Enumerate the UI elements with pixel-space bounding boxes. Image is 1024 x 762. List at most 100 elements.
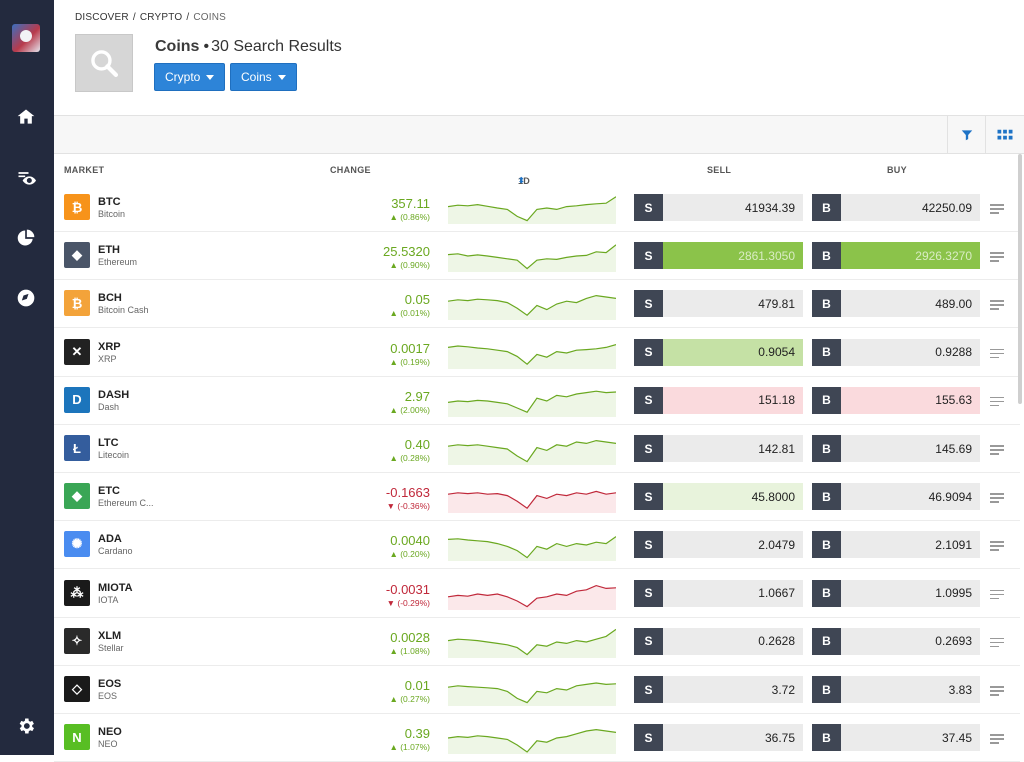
sell-button[interactable]: S: [634, 676, 663, 703]
table-row[interactable]: ✺ ADA Cardano 0.0040 ▲ (0.20%) S 2.0479 …: [54, 521, 1020, 570]
table-row[interactable]: ⁂ MIOTA IOTA -0.0031 ▼ (-0.29%) S 1.0667…: [54, 570, 1020, 618]
row-options-icon[interactable]: [990, 300, 1008, 312]
col-change[interactable]: CHANGE: [330, 165, 371, 175]
buy-button[interactable]: B: [812, 386, 841, 414]
sell-price[interactable]: 0.2628: [663, 627, 803, 655]
row-options-icon[interactable]: [990, 637, 1008, 650]
sell-button[interactable]: S: [634, 627, 663, 655]
market-symbol[interactable]: XLM: [98, 629, 122, 642]
crypto-filter-dropdown[interactable]: Crypto: [154, 63, 226, 91]
sell-button[interactable]: S: [634, 194, 663, 221]
buy-price[interactable]: 145.69: [841, 435, 980, 462]
row-options-icon[interactable]: [990, 686, 1008, 698]
breadcrumb-discover[interactable]: DISCOVER: [75, 12, 129, 23]
scrollbar[interactable]: [1018, 154, 1022, 404]
buy-button[interactable]: B: [812, 435, 841, 462]
market-symbol[interactable]: ETC: [98, 485, 120, 498]
sell-price[interactable]: 479.81: [663, 290, 803, 318]
table-row[interactable]: ◆ ETH Ethereum 25.5320 ▲ (0.90%) S 2861.…: [54, 232, 1020, 281]
row-options-icon[interactable]: [990, 734, 1008, 746]
sell-button[interactable]: S: [634, 724, 663, 752]
row-options-icon[interactable]: [990, 493, 1008, 505]
table-row[interactable]: D DASH Dash 2.97 ▲ (2.00%) S 151.18 B 15…: [54, 377, 1020, 425]
sell-price[interactable]: 142.81: [663, 435, 803, 462]
buy-button[interactable]: B: [812, 676, 841, 703]
sell-price[interactable]: 151.18: [663, 386, 803, 414]
watchlist-eye-icon[interactable]: [15, 167, 37, 189]
row-options-icon[interactable]: [990, 445, 1008, 457]
buy-button[interactable]: B: [812, 579, 841, 607]
row-options-icon[interactable]: [990, 589, 1008, 602]
market-symbol[interactable]: DASH: [98, 388, 130, 401]
market-symbol[interactable]: LTC: [98, 437, 119, 449]
buy-price[interactable]: 1.0995: [841, 579, 980, 607]
sell-button[interactable]: S: [634, 242, 663, 270]
row-options-icon[interactable]: [990, 396, 1008, 409]
buy-button[interactable]: B: [812, 724, 841, 752]
market-symbol[interactable]: XRP: [98, 340, 121, 353]
buy-button[interactable]: B: [812, 627, 841, 655]
grid-view-icon[interactable]: [985, 116, 1023, 154]
buy-price[interactable]: 2.1091: [841, 531, 980, 559]
col-buy[interactable]: BUY: [887, 165, 907, 175]
buy-button[interactable]: B: [812, 338, 841, 366]
col-sell[interactable]: SELL: [707, 165, 732, 175]
sell-price[interactable]: 2861.3050: [663, 242, 803, 270]
table-row[interactable]: ✕ XRP XRP 0.0017 ▲ (0.19%) S 0.9054 B 0.…: [54, 329, 1020, 377]
sell-button[interactable]: S: [634, 338, 663, 366]
coins-filter-dropdown[interactable]: Coins: [230, 63, 297, 91]
market-symbol[interactable]: BTC: [98, 196, 121, 208]
buy-button[interactable]: B: [812, 290, 841, 318]
filter-funnel-icon[interactable]: [947, 116, 985, 154]
row-options-icon[interactable]: [990, 252, 1008, 264]
buy-button[interactable]: B: [812, 242, 841, 270]
buy-price[interactable]: 155.63: [841, 386, 980, 414]
row-options-icon[interactable]: [990, 348, 1008, 361]
table-row[interactable]: N NEO NEO 0.39 ▲ (1.07%) S 36.75 B 37.45: [54, 714, 1020, 762]
buy-price[interactable]: 37.45: [841, 724, 980, 752]
col-market[interactable]: MARKET: [64, 165, 105, 175]
buy-price[interactable]: 489.00: [841, 290, 980, 318]
sell-button[interactable]: S: [634, 531, 663, 559]
portfolio-pie-icon[interactable]: [15, 227, 37, 249]
table-row[interactable]: ₿ BTC Bitcoin 357.11 ▲ (0.86%) S 41934.3…: [54, 184, 1020, 232]
market-symbol[interactable]: BCH: [98, 292, 122, 305]
sell-button[interactable]: S: [634, 483, 663, 511]
buy-button[interactable]: B: [812, 483, 841, 511]
market-symbol[interactable]: NEO: [98, 726, 122, 739]
buy-price[interactable]: 42250.09: [841, 194, 980, 221]
discover-compass-icon[interactable]: [15, 287, 37, 309]
breadcrumb-crypto[interactable]: CRYPTO: [139, 12, 183, 23]
avatar[interactable]: [12, 24, 40, 52]
sell-button[interactable]: S: [634, 386, 663, 414]
sell-price[interactable]: 2.0479: [663, 531, 803, 559]
sell-price[interactable]: 3.72: [663, 676, 803, 703]
home-icon[interactable]: [15, 106, 37, 128]
settings-gear-icon[interactable]: [15, 715, 37, 737]
buy-button[interactable]: B: [812, 531, 841, 559]
row-options-icon[interactable]: [990, 541, 1008, 553]
table-row[interactable]: ◆ ETC Ethereum C... -0.1663 ▼ (-0.36%) S…: [54, 473, 1020, 522]
table-row[interactable]: Ł LTC Litecoin 0.40 ▲ (0.28%) S 142.81 B…: [54, 425, 1020, 473]
sell-price[interactable]: 45.8000: [663, 483, 803, 511]
buy-price[interactable]: 3.83: [841, 676, 980, 703]
sell-price[interactable]: 0.9054: [663, 338, 803, 366]
market-symbol[interactable]: ADA: [98, 533, 122, 546]
sell-button[interactable]: S: [634, 435, 663, 462]
sell-price[interactable]: 1.0667: [663, 579, 803, 607]
market-symbol[interactable]: EOS: [98, 678, 122, 690]
market-symbol[interactable]: ETH: [98, 244, 120, 257]
sell-button[interactable]: S: [634, 579, 663, 607]
buy-button[interactable]: B: [812, 194, 841, 221]
sell-price[interactable]: 41934.39: [663, 194, 803, 221]
buy-price[interactable]: 0.2693: [841, 627, 980, 655]
row-options-icon[interactable]: [990, 204, 1008, 216]
table-row[interactable]: ₿ BCH Bitcoin Cash 0.05 ▲ (0.01%) S 479.…: [54, 280, 1020, 329]
sell-button[interactable]: S: [634, 290, 663, 318]
table-row[interactable]: ◇ EOS EOS 0.01 ▲ (0.27%) S 3.72 B 3.83: [54, 666, 1020, 714]
market-symbol[interactable]: MIOTA: [98, 581, 133, 594]
table-row[interactable]: ✧ XLM Stellar 0.0028 ▲ (1.08%) S 0.2628 …: [54, 618, 1020, 666]
buy-price[interactable]: 46.9094: [841, 483, 980, 511]
buy-price[interactable]: 0.9288: [841, 338, 980, 366]
buy-price[interactable]: 2926.3270: [841, 242, 980, 270]
